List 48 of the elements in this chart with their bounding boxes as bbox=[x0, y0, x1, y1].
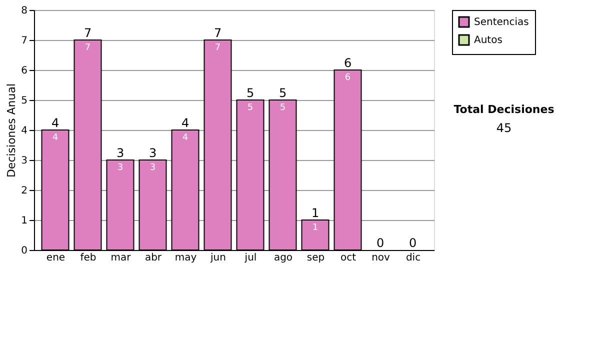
legend-label: Autos bbox=[474, 35, 502, 46]
x-tick-label: oct bbox=[340, 252, 356, 264]
data-label: 5 bbox=[247, 103, 254, 113]
x-tick-label: abr bbox=[144, 252, 162, 264]
total-label: 0 bbox=[376, 236, 384, 250]
x-tick-label: nov bbox=[372, 252, 390, 264]
y-tick-label: 2 bbox=[21, 186, 28, 196]
total-label: 7 bbox=[84, 26, 92, 40]
total-label: 5 bbox=[278, 86, 287, 100]
data-label: 4 bbox=[182, 133, 188, 143]
y-tick-label: 1 bbox=[21, 216, 28, 226]
data-label: 6 bbox=[344, 73, 351, 83]
total-label: 4 bbox=[51, 116, 60, 130]
x-tick-label: sep bbox=[306, 252, 325, 264]
total-label: 3 bbox=[148, 146, 157, 160]
x-tick-label: jul bbox=[244, 252, 257, 264]
legend-label: Sentencias bbox=[474, 17, 529, 28]
data-label: 3 bbox=[117, 163, 124, 173]
data-label: 7 bbox=[84, 43, 91, 53]
y-tick-label: 4 bbox=[21, 126, 28, 136]
y-tick-label: 5 bbox=[21, 96, 28, 106]
data-label: 5 bbox=[280, 103, 286, 113]
y-tick-label: 8 bbox=[21, 6, 28, 16]
x-tick-label: feb bbox=[80, 252, 96, 264]
total-label: 7 bbox=[214, 26, 222, 40]
data-label: 1 bbox=[312, 223, 318, 233]
x-tick-label: mar bbox=[110, 252, 132, 264]
y-tick-label: 7 bbox=[21, 36, 28, 46]
total-label: 3 bbox=[116, 146, 124, 160]
y-tick-label: 3 bbox=[21, 156, 28, 166]
total-label: 6 bbox=[344, 56, 352, 70]
total-label: 4 bbox=[181, 116, 190, 130]
x-tick-label: ago bbox=[274, 252, 293, 264]
data-label: 3 bbox=[150, 163, 156, 173]
data-label: 7 bbox=[214, 43, 221, 53]
text: 45 bbox=[496, 121, 512, 135]
x-tick-label: jun bbox=[210, 252, 226, 264]
data-label: 4 bbox=[52, 133, 58, 143]
text: Total Decisiones bbox=[454, 103, 555, 116]
total-label: 0 bbox=[408, 236, 417, 250]
y-axis-title: Decisiones Anual bbox=[5, 83, 18, 178]
total-label: 1 bbox=[311, 206, 320, 220]
x-tick-label: may bbox=[174, 252, 197, 264]
x-tick-label: dic bbox=[406, 252, 421, 264]
x-tick-label: ene bbox=[46, 252, 66, 264]
y-tick-label: 6 bbox=[21, 66, 28, 76]
y-tick-label: 0 bbox=[21, 246, 28, 256]
total-label: 5 bbox=[246, 86, 254, 100]
